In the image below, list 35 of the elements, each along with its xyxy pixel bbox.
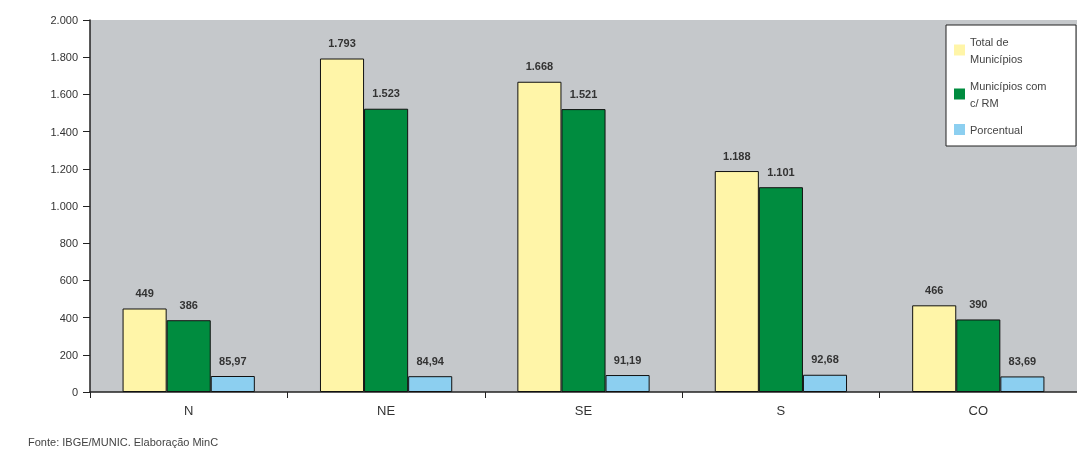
y-tick-label: 2.000 (50, 14, 78, 26)
x-tick-label: SE (574, 403, 593, 418)
y-tick-label: 400 (59, 311, 78, 324)
y-tick-label: 600 (59, 274, 78, 287)
x-tick-label: NE (377, 403, 396, 418)
y-tick-label: 1.200 (50, 162, 78, 175)
y-tick-label: 200 (59, 348, 78, 361)
legend-label: Municípios com c/ RM (970, 79, 1050, 109)
data-label: 92,68 (811, 353, 839, 366)
data-label: 1.793 (328, 37, 356, 49)
legend-label: Total de Municípios (970, 35, 1024, 65)
y-tick-label: 1.800 (50, 51, 78, 64)
source-note: Fonte: IBGE/MUNIC. Elaboração MinC (28, 435, 219, 448)
y-tick-label: 1.400 (50, 125, 78, 138)
data-label: 386 (179, 298, 198, 311)
y-tick-label: 0 (71, 386, 78, 398)
data-label: 1.101 (767, 165, 795, 178)
data-label: 91,19 (613, 353, 642, 366)
y-tick-label: 800 (59, 237, 78, 250)
y-tick-label: 1.000 (50, 200, 78, 212)
y-tick-label: 1.600 (50, 88, 78, 101)
data-label: 466 (925, 283, 944, 296)
data-label: 85,97 (219, 354, 247, 367)
data-label: 1.521 (569, 87, 598, 100)
data-label: 1.188 (723, 149, 751, 162)
data-label: 390 (969, 297, 988, 310)
data-label: 449 (135, 286, 154, 299)
data-label: 1.668 (525, 60, 554, 73)
x-tick-label: S (776, 403, 786, 418)
x-tick-label: N (184, 403, 194, 418)
data-label: 83,69 (1008, 354, 1037, 367)
data-label: 84,94 (416, 354, 445, 367)
x-tick-label: CO (968, 403, 989, 418)
legend-label: Porcentual (970, 123, 1023, 136)
data-label: 1.523 (372, 87, 400, 100)
